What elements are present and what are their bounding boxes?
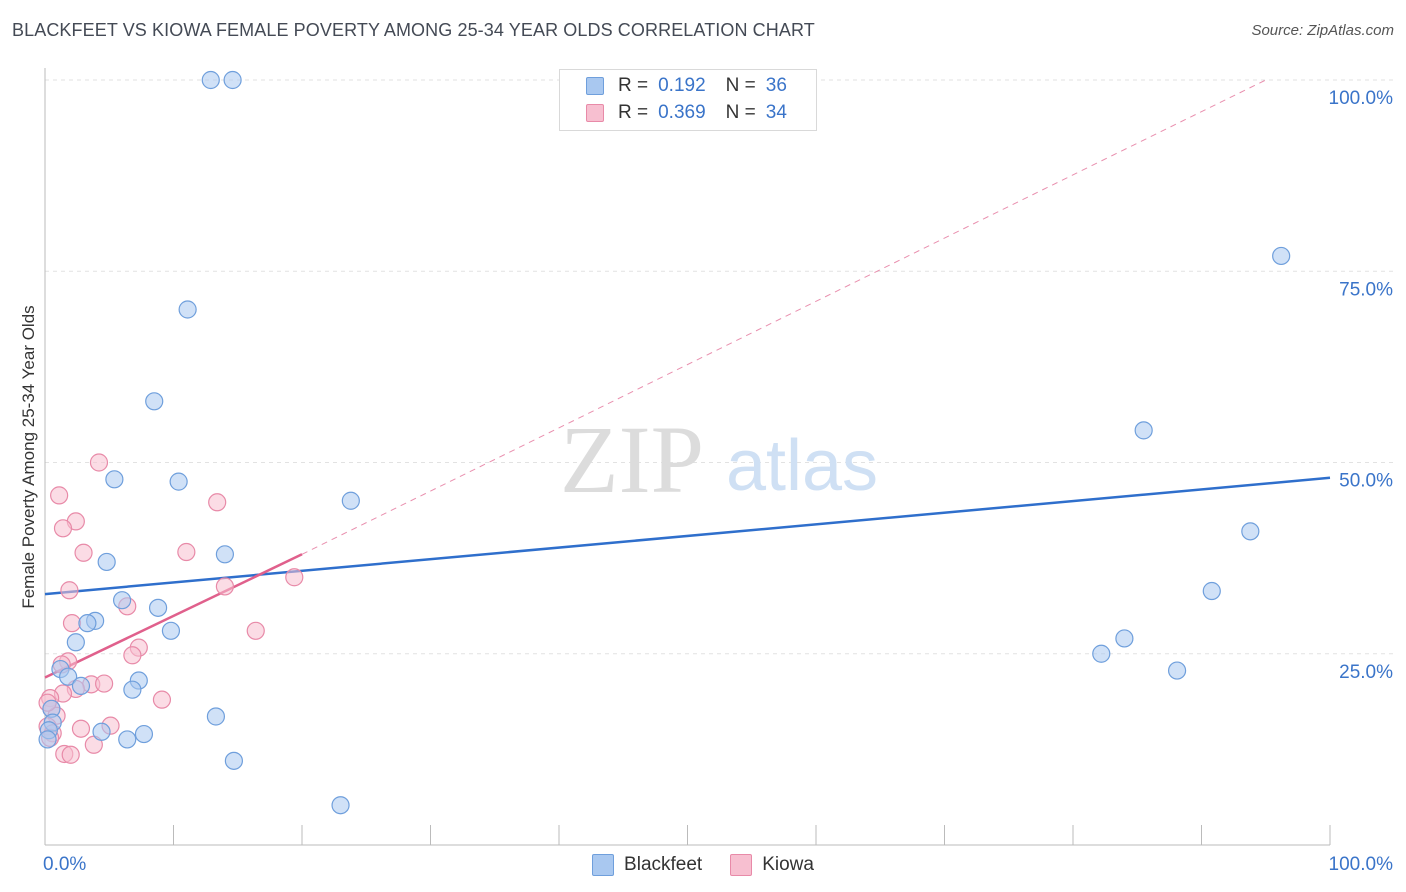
blackfeet-point — [341, 491, 360, 510]
blackfeet-point — [1241, 522, 1260, 541]
blackfeet-point — [1092, 644, 1111, 663]
blackfeet-point — [223, 70, 242, 90]
x-tick-label: 0.0% — [43, 854, 86, 875]
blackfeet-point — [1134, 421, 1153, 440]
blackfeet-point — [134, 724, 154, 744]
blackfeet-point — [215, 545, 234, 564]
kiowa-point — [215, 577, 234, 596]
y-axis-label: Female Poverty Among 25-34 Year Olds — [19, 305, 38, 609]
kiowa-point — [60, 581, 79, 600]
r-label: R = — [618, 75, 649, 96]
kiowa-point — [61, 745, 80, 764]
tick-labels: 25.0% 50.0% 75.0% 100.0% 0.0% 100.0% — [43, 88, 1393, 875]
blackfeet-point — [201, 70, 220, 90]
kiowa-point — [74, 543, 93, 562]
blackfeet-point — [118, 730, 137, 749]
kiowa-legend-swatch — [730, 854, 753, 876]
y-tick-label: 50.0% — [1339, 471, 1393, 492]
blackfeet-point — [97, 552, 116, 572]
source-label: Source: ZipAtlas.com — [1251, 22, 1394, 39]
data-points — [38, 70, 1291, 815]
blackfeet-point — [145, 392, 164, 411]
n-label: N = — [725, 102, 756, 123]
kiowa-point — [285, 568, 304, 587]
kiowa-point — [89, 453, 109, 472]
stats-legend: R = 0.192 N = 36 R = 0.369 N = 34 — [559, 69, 817, 131]
blackfeet-point — [66, 633, 85, 652]
watermark-zip: ZIP — [560, 406, 704, 513]
blackfeet-point — [1167, 661, 1187, 680]
kiowa-point — [123, 646, 142, 665]
trend-lines — [44, 79, 1331, 679]
blackfeet-point — [331, 796, 350, 815]
kiowa-point — [152, 690, 172, 709]
chart-title: BLACKFEET VS KIOWA FEMALE POVERTY AMONG … — [12, 20, 815, 40]
x-tick-label: 100.0% — [1329, 854, 1394, 875]
kiowa-point — [62, 614, 82, 633]
r-label: R = — [618, 102, 649, 123]
legend-item-kiowa[interactable]: Kiowa — [730, 854, 814, 876]
y-tick-label: 25.0% — [1339, 662, 1393, 683]
series-legend: Blackfeet Kiowa — [0, 850, 1406, 880]
kiowa-n-value: 34 — [765, 102, 787, 123]
kiowa-swatch — [586, 104, 604, 122]
blackfeet-point — [92, 722, 111, 741]
blackfeet-point — [112, 591, 132, 610]
n-label: N = — [725, 75, 756, 96]
kiowa-point — [246, 621, 265, 640]
kiowa-trend-line — [44, 553, 303, 679]
blackfeet-r-value: 0.192 — [658, 75, 706, 96]
blackfeet-swatch — [586, 77, 604, 95]
axes — [44, 68, 1331, 846]
blackfeet-point — [105, 470, 124, 489]
blackfeet-point — [71, 676, 91, 695]
blackfeet-point — [1115, 629, 1134, 648]
watermark-atlas: atlas — [726, 426, 878, 506]
blackfeet-point — [224, 751, 243, 770]
kiowa-r-value: 0.369 — [658, 102, 706, 123]
legend-row-blackfeet: R = 0.192 N = 36 — [586, 73, 787, 99]
legend-row-kiowa: R = 0.369 N = 34 — [586, 100, 787, 126]
blackfeet-point — [59, 667, 78, 686]
gridlines — [45, 79, 1395, 655]
blackfeet-point — [161, 621, 181, 640]
blackfeet-legend-swatch — [592, 854, 615, 876]
blackfeet-point — [178, 300, 197, 319]
blackfeet-point — [1272, 246, 1291, 266]
blackfeet-point — [169, 472, 188, 491]
kiowa-point — [95, 674, 114, 693]
kiowa-legend-label: Kiowa — [762, 854, 814, 875]
y-tick-label: 100.0% — [1329, 88, 1394, 109]
blackfeet-point — [148, 598, 168, 617]
legend-item-blackfeet[interactable]: Blackfeet — [592, 854, 702, 876]
kiowa-point — [71, 719, 91, 738]
watermark: ZIP atlas — [560, 406, 878, 513]
blackfeet-point — [123, 680, 142, 699]
blackfeet-point — [38, 730, 57, 749]
kiowa-point — [177, 542, 196, 562]
kiowa-point — [53, 519, 73, 538]
blackfeet-n-value: 36 — [765, 75, 787, 96]
blackfeet-point — [78, 614, 97, 633]
blackfeet-point — [1202, 581, 1221, 601]
blackfeet-point — [206, 707, 226, 726]
y-tick-label: 75.0% — [1339, 279, 1393, 300]
kiowa-point — [208, 493, 227, 512]
kiowa-trend-extension — [301, 79, 1266, 555]
blackfeet-legend-label: Blackfeet — [624, 854, 703, 875]
kiowa-point — [50, 486, 69, 505]
